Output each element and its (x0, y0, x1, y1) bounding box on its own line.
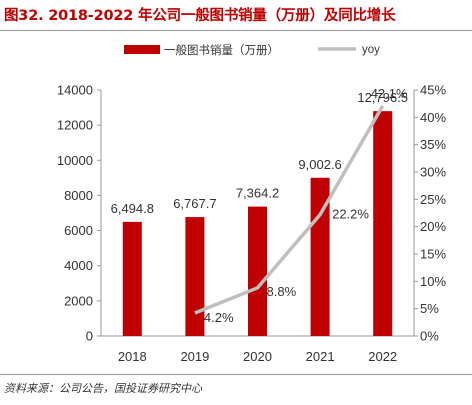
right-tick-label: 10% (420, 274, 446, 289)
right-axis-ticks: 0% 5% 10% 15% 20% 25% 30% 35% 40% 45% (414, 83, 446, 344)
right-tick-label: 15% (420, 247, 446, 262)
yoy-value-label: 22.2% (332, 207, 369, 222)
left-axis-ticks: 0 2000 4000 6000 8000 10000 12000 14000 (57, 83, 101, 344)
right-tick-label: 20% (420, 219, 446, 234)
bar-value-label: 7,364.2 (236, 186, 279, 201)
x-tick-label: 2019 (180, 349, 209, 364)
legend-swatch-bar (124, 45, 160, 54)
left-tick-label: 4000 (64, 258, 93, 273)
right-tick-label: 40% (420, 110, 446, 125)
bar-value-label: 9,002.6 (298, 157, 341, 172)
bar (122, 221, 142, 336)
x-tick-label: 2018 (118, 349, 147, 364)
bar (373, 111, 393, 336)
legend-label-bar: 一般图书销量（万册） (164, 43, 279, 57)
left-tick-label: 6000 (64, 223, 93, 238)
left-tick-label: 8000 (64, 188, 93, 203)
yoy-value-label: 4.2% (204, 310, 234, 325)
right-tick-label: 35% (420, 137, 446, 152)
bar-value-label: 6,494.8 (111, 201, 154, 216)
right-tick-label: 30% (420, 165, 446, 180)
yoy-line (194, 104, 385, 315)
bar-data-labels: 6,494.8 6,767.7 7,364.2 9,002.6 12,796.5 (111, 90, 408, 216)
figure-title: 图32. 2018-2022 年公司一般图书销量（万册）及同比增长 (4, 8, 396, 24)
left-tick-label: 2000 (64, 293, 93, 308)
title-divider (0, 30, 472, 31)
legend-label-line: yoy (362, 44, 380, 56)
right-tick-label: 5% (420, 301, 439, 316)
x-axis-ticks: 2018 2019 2020 2021 2022 (118, 349, 397, 364)
bar (248, 206, 267, 336)
left-tick-label: 14000 (57, 83, 93, 98)
chart-area: 一般图书销量（万册） yoy 0 2000 4000 6000 8000 10000 120… (57, 43, 447, 364)
bar-value-label: 6,767.7 (173, 196, 216, 211)
right-tick-label: 45% (420, 83, 446, 98)
left-tick-label: 0 (86, 329, 93, 344)
x-tick-label: 2021 (306, 349, 335, 364)
yoy-value-label: 8.8% (267, 284, 297, 299)
yoy-line-series (194, 104, 385, 315)
yoy-data-labels: 4.2% 8.8% 22.2% 42.1% (204, 86, 408, 325)
right-tick-label: 0% (420, 329, 439, 344)
bar (185, 217, 205, 336)
bar-value-label: 12,796.5 (357, 90, 408, 105)
yoy-value-label: 42.1% (371, 86, 408, 101)
left-tick-label: 10000 (57, 153, 93, 168)
source-note: 资料来源：公司公告，国投证券研究中心 (4, 382, 202, 395)
x-tick-label: 2022 (368, 349, 397, 364)
bar (310, 177, 330, 336)
left-tick-label: 12000 (57, 118, 93, 133)
bar-series (122, 111, 393, 336)
x-tick-label: 2020 (243, 349, 272, 364)
source-divider (0, 374, 472, 375)
right-tick-label: 25% (420, 192, 446, 207)
